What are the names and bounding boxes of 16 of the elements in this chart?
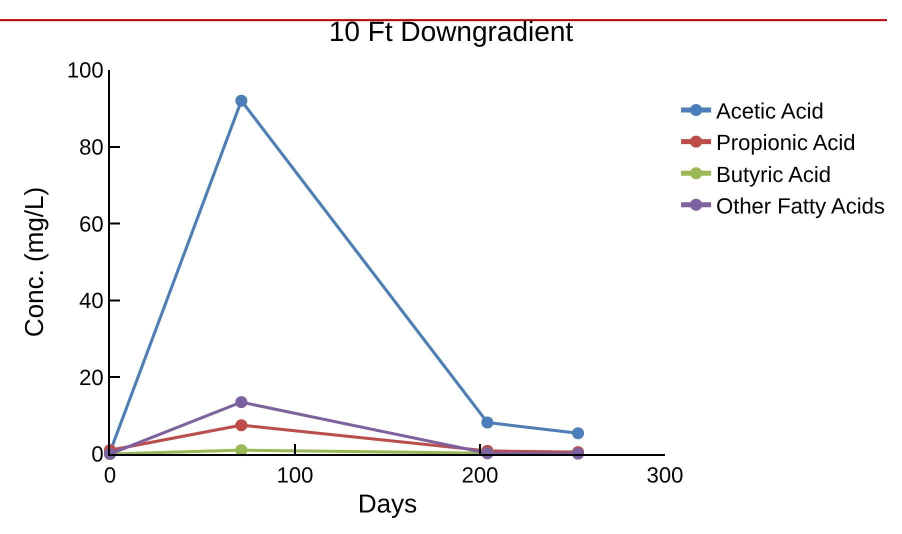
y-tick-label: 40 <box>79 288 104 314</box>
y-tick-label: 80 <box>79 134 104 160</box>
y-tick-label: 20 <box>79 364 104 390</box>
y-tick-label: 60 <box>79 211 104 236</box>
legend-label: Butyric Acid <box>716 162 832 187</box>
chart-title: 10 Ft Downgradient <box>328 16 574 47</box>
legend-label: Other Fatty Acids <box>716 193 885 218</box>
x-tick-label: 200 <box>462 462 498 488</box>
legend-label: Acetic Acid <box>716 98 824 124</box>
y-tick-label: 100 <box>66 58 104 83</box>
x-tick-label: 300 <box>646 462 684 488</box>
x-tick-label: 100 <box>276 462 314 488</box>
legend-label: Propionic Acid <box>716 130 856 156</box>
x-axis-title: Days <box>358 488 418 519</box>
y-axis-title: Conc. (mg/L) <box>18 186 49 338</box>
y-tick-label: 0 <box>91 442 104 467</box>
